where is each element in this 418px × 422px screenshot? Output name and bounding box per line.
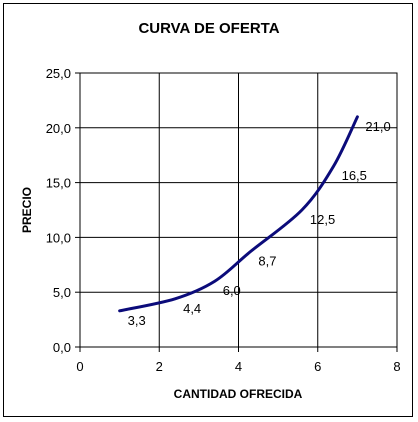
x-tick-label: 2: [156, 359, 163, 374]
data-label: 21,0: [365, 119, 390, 134]
x-tick-label: 6: [314, 359, 321, 374]
tick-labels: 0,0 5,0 10,0 15,0 20,0 25,0 0 2 4 6 8: [46, 66, 401, 374]
x-axis-title: CANTIDAD OFRECIDA: [174, 387, 303, 401]
chart-frame: [3, 3, 413, 417]
series-line: [118, 115, 359, 313]
x-tick-label: 4: [235, 359, 242, 374]
x-tick-label: 8: [393, 359, 400, 374]
data-label: 12,5: [310, 212, 335, 227]
y-tick-label: 25,0: [46, 66, 71, 81]
chart-title: CURVA DE OFERTA: [138, 20, 279, 37]
data-label: 4,4: [183, 301, 201, 316]
data-labels: 3,3 4,4 6,0 8,7 12,5 16,5 21,0: [128, 119, 391, 328]
data-label: 16,5: [342, 168, 367, 183]
data-label: 3,3: [128, 313, 146, 328]
x-tick-label: 0: [76, 359, 83, 374]
plot-area: [79, 72, 398, 348]
y-tick-label: 10,0: [46, 230, 71, 245]
y-axis-title: PRECIO: [20, 187, 34, 233]
data-label: 6,0: [223, 283, 241, 298]
y-tick-label: 20,0: [46, 121, 71, 136]
y-tick-label: 5,0: [53, 285, 71, 300]
y-tick-label: 0,0: [53, 340, 71, 355]
y-tick-label: 15,0: [46, 176, 71, 191]
data-label: 8,7: [258, 254, 276, 269]
